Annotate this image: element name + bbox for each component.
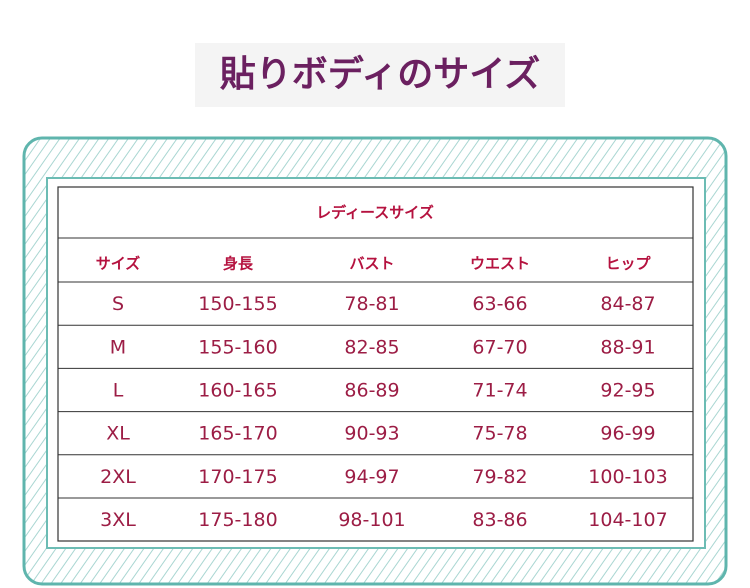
- cell: 155-160: [198, 336, 277, 358]
- column-header: ウエスト: [470, 255, 530, 273]
- cell: 71-74: [472, 380, 527, 402]
- column-header: 身長: [223, 255, 254, 273]
- cell: 104-107: [588, 509, 667, 531]
- cell: 63-66: [472, 293, 527, 315]
- cell: 3XL: [100, 509, 136, 531]
- cell: 150-155: [198, 293, 277, 315]
- cell: 90-93: [344, 423, 399, 445]
- cell: XL: [106, 423, 130, 445]
- cell: 2XL: [100, 466, 136, 488]
- cell: 83-86: [472, 509, 527, 531]
- table-border: [57, 186, 694, 542]
- cell: 160-165: [198, 380, 277, 402]
- cell: 67-70: [472, 336, 527, 358]
- cell: L: [113, 380, 124, 402]
- title-backdrop: [195, 43, 565, 107]
- cell: 79-82: [472, 466, 527, 488]
- cell: M: [110, 336, 126, 358]
- cell: 92-95: [600, 380, 655, 402]
- cell: 86-89: [344, 380, 399, 402]
- title: 貼りボディのサイズ: [220, 53, 540, 95]
- cell: 170-175: [198, 466, 277, 488]
- cell: 98-101: [338, 509, 405, 531]
- cell: 84-87: [600, 293, 655, 315]
- cell: 96-99: [600, 423, 655, 445]
- column-header: ヒップ: [605, 255, 651, 273]
- cell: 94-97: [344, 466, 399, 488]
- cell: 88-91: [600, 336, 655, 358]
- cell: 175-180: [198, 509, 277, 531]
- cell: S: [112, 293, 124, 315]
- table-caption: レディースサイズ: [316, 204, 434, 222]
- cell: 75-78: [472, 423, 527, 445]
- cell: 100-103: [588, 466, 667, 488]
- cell: 78-81: [344, 293, 399, 315]
- inner-panel: [46, 177, 706, 549]
- column-header: サイズ: [96, 255, 141, 273]
- column-header: バスト: [349, 255, 394, 273]
- cell: 82-85: [344, 336, 399, 358]
- cell: 165-170: [198, 423, 277, 445]
- table: サイズ 身長 バスト ウエスト ヒップ S 150-155 78-81 63-66 84-87 M 1…: [58, 255, 693, 531]
